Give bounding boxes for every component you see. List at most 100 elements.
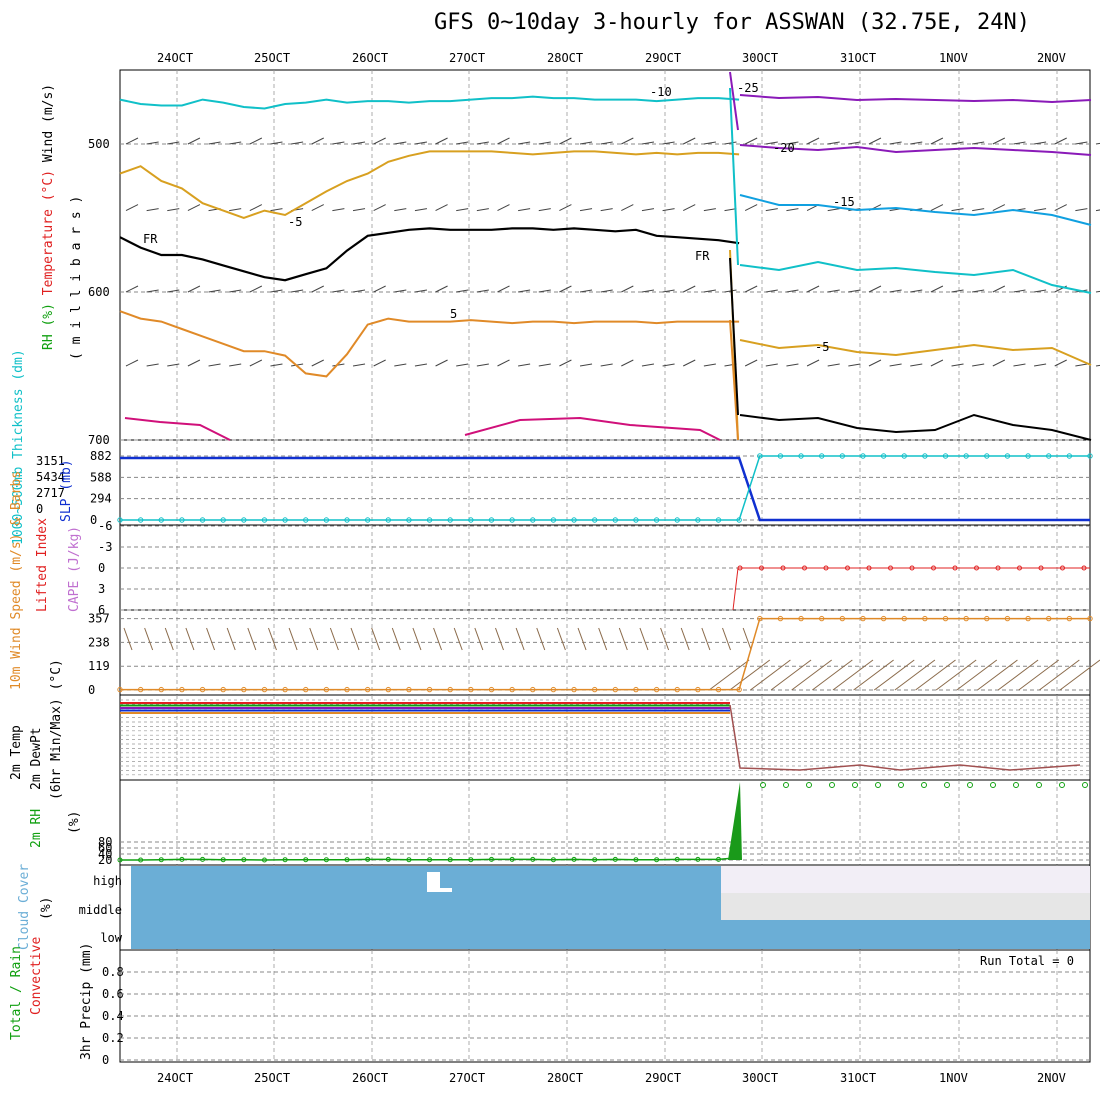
- wind-barb: [894, 659, 936, 691]
- y-tick-label: 700: [88, 433, 110, 447]
- series-marker: [1013, 782, 1019, 788]
- series-marker: [1087, 453, 1093, 459]
- wind-barb: [146, 208, 159, 212]
- y-tick-label: middle: [79, 903, 122, 917]
- series-marker: [963, 453, 969, 459]
- series-marker: [179, 517, 185, 523]
- wind-barb: [621, 285, 634, 293]
- wind-barb: [724, 141, 737, 145]
- series-line-orange: [120, 617, 1090, 691]
- wind-barb: [456, 289, 469, 293]
- wind-barb: [352, 289, 366, 293]
- wind-barb: [662, 289, 675, 293]
- wind-barb: [453, 627, 463, 651]
- y-tick-label: 40: [98, 847, 112, 861]
- y-tick-label: 500: [88, 137, 110, 151]
- contour-label: -5: [288, 215, 302, 229]
- wind-barb: [579, 363, 593, 367]
- wind-barb: [683, 285, 696, 293]
- series-marker: [137, 517, 144, 523]
- y-tick-label: 0: [88, 683, 95, 697]
- chart-title: GFS 0~10day 3-hourly for ASSWAN (32.75E,…: [434, 10, 1031, 35]
- wind-barb: [703, 208, 716, 212]
- series-marker: [909, 565, 915, 571]
- series-marker: [406, 517, 412, 523]
- series-marker: [179, 686, 185, 693]
- series-line-temp: [729, 704, 1081, 771]
- wind-barb: [311, 285, 324, 293]
- wind-barb: [167, 363, 180, 367]
- wind-barb: [765, 289, 778, 293]
- series-marker: [984, 615, 990, 622]
- panel-frame: [119, 69, 1091, 441]
- series-marker: [674, 517, 680, 523]
- wind-barb: [497, 137, 510, 145]
- wind-barb: [332, 141, 345, 145]
- wind-barb: [930, 359, 944, 367]
- series-marker: [942, 453, 949, 459]
- series-marker: [674, 686, 680, 693]
- wind-barb: [701, 627, 711, 651]
- wind-barb: [394, 289, 407, 293]
- wind-barb: [229, 141, 242, 145]
- wind-barb: [556, 627, 566, 651]
- series-marker: [780, 565, 786, 571]
- series-marker: [633, 517, 639, 523]
- series-marker: [488, 686, 495, 693]
- series-marker: [199, 686, 206, 693]
- y-tick-label: 0: [90, 513, 97, 527]
- wind-barb: [208, 289, 221, 293]
- wind-barb: [641, 208, 655, 212]
- wind-barb: [538, 208, 551, 212]
- wind-barb: [910, 141, 923, 145]
- series-marker: [530, 686, 536, 693]
- series-marker: [1066, 615, 1073, 622]
- wind-barb: [208, 141, 221, 145]
- wind-barb: [414, 363, 428, 367]
- x-tick-label-bottom: 29OCT: [645, 1071, 681, 1085]
- y-tick-label: 357: [88, 612, 110, 626]
- wind-barb: [332, 363, 345, 367]
- series-marker: [1025, 615, 1031, 622]
- series-marker: [839, 453, 846, 459]
- wind-barb: [600, 289, 613, 293]
- series-marker: [303, 517, 309, 523]
- series-marker: [633, 686, 639, 693]
- series-marker: [901, 615, 907, 622]
- wind-barb: [806, 359, 820, 367]
- y-tick-label: 20: [98, 853, 112, 867]
- wind-barb: [641, 363, 655, 367]
- wind-barb: [621, 204, 634, 212]
- series-marker: [571, 517, 577, 523]
- y-axis-label-3: (6hr Min/Max) (°C): [49, 659, 64, 800]
- wind-barb: [270, 208, 283, 212]
- y-axis-label: 2m RH: [29, 809, 44, 848]
- series-marker: [468, 857, 474, 863]
- y-axis-label-2: 1000~500mb Thickness (dm): [11, 349, 26, 545]
- wind-barb: [146, 141, 159, 145]
- wind-barb: [497, 285, 510, 293]
- wind-barb: [972, 363, 985, 367]
- wind-barb: [518, 289, 531, 293]
- wind-barb: [848, 363, 861, 367]
- series-marker: [468, 686, 474, 693]
- cloud-cover-fill: [131, 866, 721, 949]
- y-axis-label-2: CAPE (J/kg): [67, 526, 82, 612]
- series-line-blue: [120, 456, 1090, 522]
- wind-barb: [1013, 141, 1026, 145]
- wind-barb: [167, 289, 180, 293]
- x-tick-label-top: 31OCT: [840, 51, 876, 65]
- y-tick-label: 588: [90, 470, 112, 484]
- series-marker: [468, 517, 474, 523]
- wind-barb: [977, 659, 1018, 691]
- series-marker: [117, 857, 123, 863]
- series-marker: [777, 453, 784, 459]
- x-tick-label-top: 24OCT: [157, 51, 193, 65]
- wind-barb: [750, 659, 791, 691]
- wind-barb: [146, 363, 159, 367]
- wind-barb: [641, 141, 655, 145]
- wind-barb: [639, 627, 649, 651]
- wind-barb: [559, 137, 572, 145]
- wind-barb: [708, 659, 750, 691]
